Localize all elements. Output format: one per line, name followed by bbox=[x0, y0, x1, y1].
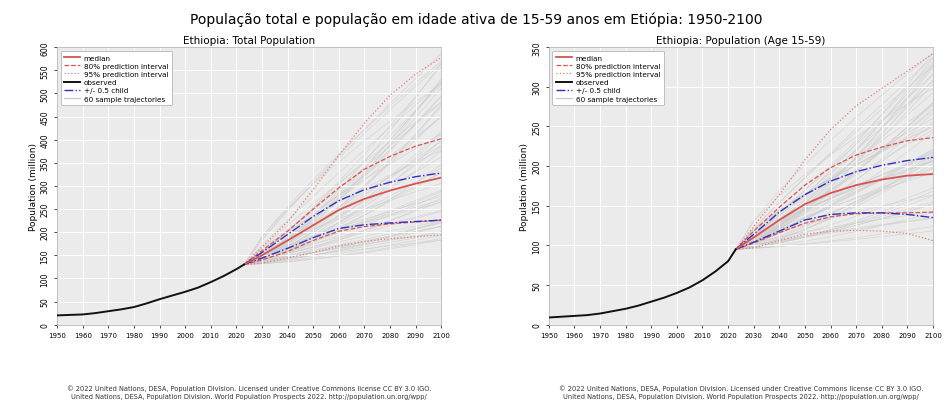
Text: © 2022 United Nations, DESA, Population Division. Licensed under Creative Common: © 2022 United Nations, DESA, Population … bbox=[67, 385, 431, 399]
Text: População total e população em idade ativa de 15-59 anos em Etiópia: 1950-2100: População total e população em idade ati… bbox=[189, 12, 763, 26]
Legend: median, 80% prediction interval, 95% prediction interval, observed, +/- 0.5 chil: median, 80% prediction interval, 95% pre… bbox=[552, 52, 664, 106]
Y-axis label: Population (million): Population (million) bbox=[29, 143, 38, 230]
Legend: median, 80% prediction interval, 95% prediction interval, observed, +/- 0.5 chil: median, 80% prediction interval, 95% pre… bbox=[61, 52, 172, 106]
Y-axis label: Population (million): Population (million) bbox=[521, 143, 529, 230]
Title: Ethiopia: Population (Age 15-59): Ethiopia: Population (Age 15-59) bbox=[656, 36, 825, 46]
Title: Ethiopia: Total Population: Ethiopia: Total Population bbox=[183, 36, 315, 46]
Text: © 2022 United Nations, DESA, Population Division. Licensed under Creative Common: © 2022 United Nations, DESA, Population … bbox=[559, 385, 923, 399]
